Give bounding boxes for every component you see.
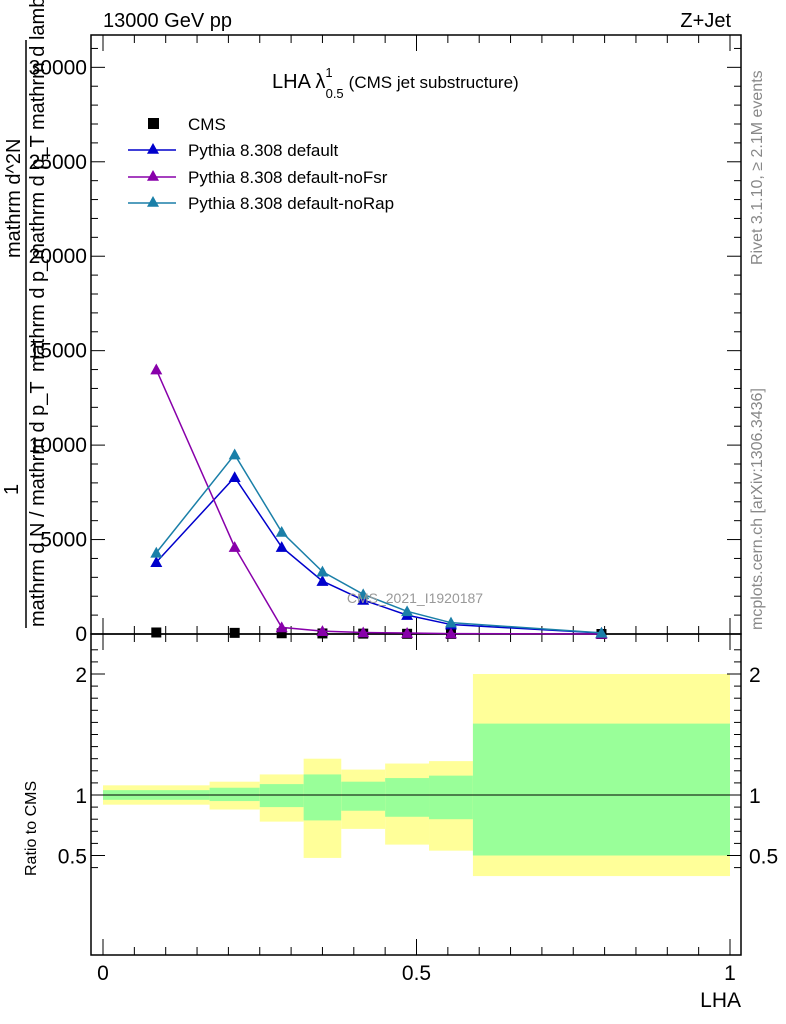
series-point bbox=[151, 627, 162, 638]
ratio-tick-label-right: 1 bbox=[749, 785, 761, 808]
ratio-stat-band bbox=[303, 774, 342, 821]
y-tick-label: 0 bbox=[75, 623, 87, 646]
series-point bbox=[229, 627, 240, 638]
series-point bbox=[316, 575, 329, 586]
series-point bbox=[228, 541, 241, 552]
ylabel-bottom: mathrm d N / mathrm d p_T bbox=[27, 381, 49, 627]
series-point bbox=[275, 526, 288, 537]
series-point bbox=[357, 594, 370, 605]
series-line bbox=[155, 453, 602, 634]
series-point bbox=[316, 565, 329, 577]
series-point bbox=[401, 605, 414, 617]
ratio-bands bbox=[103, 674, 730, 877]
ratio-stat-band bbox=[341, 781, 386, 811]
series-point bbox=[316, 625, 329, 636]
y-tick-label: 5000 bbox=[40, 529, 87, 552]
series-point bbox=[150, 546, 163, 558]
mcplots-credit: mcplots.cern.ch [arXiv:1306.3436] bbox=[749, 388, 766, 630]
legend: CMS Pythia 8.308 default Pythia 8.308 defa… bbox=[128, 115, 394, 213]
title-main: LHA λ bbox=[272, 71, 325, 93]
series-line bbox=[155, 476, 602, 634]
series-point bbox=[444, 627, 457, 639]
ratio-ylabel: Ratio to CMS bbox=[23, 781, 40, 876]
series-point bbox=[150, 556, 163, 568]
ratio-stat-band bbox=[259, 784, 304, 808]
legend-marker bbox=[147, 170, 159, 181]
data-series bbox=[150, 363, 608, 639]
x-tick-label: 0 bbox=[97, 962, 109, 985]
legend-label: Pythia 8.308 default-noRap bbox=[188, 194, 394, 213]
series-point bbox=[444, 616, 457, 628]
title-sup: 1 bbox=[325, 65, 332, 80]
title-sub: 0.5 bbox=[326, 86, 344, 101]
series-point bbox=[357, 588, 370, 600]
legend-marker bbox=[147, 196, 159, 207]
y-tick-label: 30000 bbox=[29, 56, 87, 79]
series-point bbox=[357, 626, 370, 638]
series-point bbox=[228, 448, 241, 460]
y-tick-label: 25000 bbox=[29, 151, 87, 174]
analysis-watermark: CMS_2021_I1920187 bbox=[347, 590, 483, 606]
series-3 bbox=[150, 448, 608, 638]
ratio-tick-label-left: 2 bbox=[75, 664, 87, 687]
title-rest: (CMS jet substructure) bbox=[349, 73, 519, 92]
series-line bbox=[155, 369, 602, 635]
x-axis-label: LHA bbox=[700, 989, 741, 1012]
y-tick-label: 15000 bbox=[29, 340, 87, 363]
chart-title: LHA λ1 0.5 (CMS jet substructure) bbox=[272, 65, 519, 101]
ratio-tick-label-left: 0.5 bbox=[58, 846, 87, 869]
ratio-tick-label-left: 1 bbox=[75, 785, 87, 808]
header-right: Z+Jet bbox=[680, 10, 731, 32]
series-point bbox=[150, 363, 163, 375]
ratio-stat-band bbox=[385, 778, 430, 817]
header-left: 13000 GeV pp bbox=[103, 10, 232, 32]
legend-label: Pythia 8.308 default-noFsr bbox=[188, 168, 388, 187]
ylabel-top: mathrm d^2N bbox=[3, 139, 25, 258]
series-point bbox=[595, 626, 608, 638]
y-axis-label-main: mathrm d^2N mathrm d p_mathrm d p_T math… bbox=[1, 0, 49, 628]
series-point bbox=[275, 541, 288, 552]
legend-marker bbox=[148, 118, 159, 129]
ratio-stat-band bbox=[472, 723, 730, 856]
axis-tick-labels: 0 5000 10000 15000 20000 25000 30000 0.5 0.5 1 1 2 2… bbox=[29, 56, 779, 985]
axis-ticks bbox=[91, 35, 741, 955]
ratio-tick-label-right: 2 bbox=[749, 664, 761, 687]
legend-label: CMS bbox=[188, 115, 226, 134]
series-1 bbox=[150, 471, 608, 638]
series-point bbox=[228, 471, 241, 483]
x-tick-label: 0.5 bbox=[402, 962, 431, 985]
ylabel-one: 1 bbox=[1, 484, 23, 495]
ratio-tick-label-right: 0.5 bbox=[749, 846, 778, 869]
ratio-stat-band bbox=[429, 775, 473, 820]
series-point bbox=[401, 627, 414, 638]
ratio-stat-band bbox=[209, 787, 260, 802]
ylabel-mid: mathrm d p_mathrm d p_T mathrm d lambda bbox=[27, 0, 49, 372]
y-tick-label: 10000 bbox=[29, 434, 87, 457]
series-point bbox=[276, 628, 287, 639]
legend-marker bbox=[147, 143, 159, 154]
series-point bbox=[275, 621, 288, 633]
y-tick-label: 20000 bbox=[29, 245, 87, 268]
legend-label: Pythia 8.308 default bbox=[188, 141, 339, 160]
x-tick-label: 1 bbox=[724, 962, 736, 985]
rivet-version: Rivet 3.1.10, ≥ 2.1M events bbox=[749, 70, 766, 265]
